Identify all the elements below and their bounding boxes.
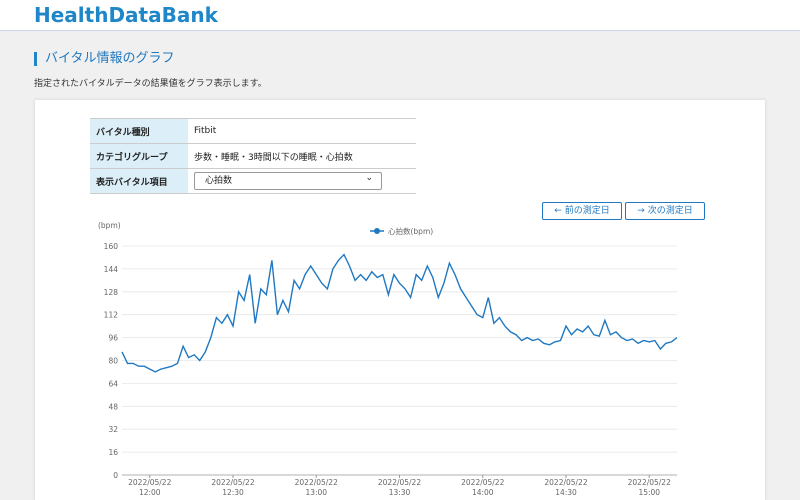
header: HealthDataBank bbox=[0, 0, 800, 31]
y-tick-label: 64 bbox=[108, 379, 118, 388]
y-tick-label: 160 bbox=[104, 242, 119, 251]
info-table: バイタル種別 Fitbit カテゴリグループ 歩数・睡眠・3時間以下の睡眠・心拍数 … bbox=[90, 118, 416, 194]
cell: 表示バイタル項目 bbox=[90, 168, 188, 194]
y-tick-label: 0 bbox=[113, 471, 118, 480]
y-tick-label: 128 bbox=[104, 288, 119, 297]
y-tick-label: 16 bbox=[108, 448, 118, 457]
y-tick-label: 112 bbox=[104, 311, 119, 320]
x-tick-label: 2022/05/22 14:30 bbox=[544, 478, 587, 497]
legend-marker bbox=[374, 228, 380, 234]
card: バイタル種別 Fitbit カテゴリグループ 歩数・睡眠・3時間以下の睡眠・心拍数 … bbox=[35, 100, 765, 500]
cell: バイタル種別 bbox=[90, 118, 188, 144]
x-tick-label: 2022/05/22 15:00 bbox=[628, 478, 671, 497]
y-tick-label: 96 bbox=[108, 334, 118, 343]
x-tick-label: 2022/05/22 12:30 bbox=[211, 478, 254, 497]
x-tick-label: 2022/05/22 13:30 bbox=[378, 478, 421, 497]
prev-button[interactable]: ← 前の測定日 bbox=[542, 202, 622, 220]
page-title: バイタル情報のグラフ bbox=[34, 52, 174, 66]
select[interactable]: 心拍数 bbox=[194, 170, 382, 190]
y-axis-label: (bpm) bbox=[98, 221, 121, 230]
x-tick-label: 2022/05/22 12:00 bbox=[128, 478, 171, 497]
legend-label: 心拍数(bpm) bbox=[388, 226, 433, 236]
line-series bbox=[121, 253, 678, 373]
logo[interactable]: HealthDataBank bbox=[34, 3, 218, 27]
x-tick-label: 2022/05/22 13:00 bbox=[295, 478, 338, 497]
page-description: 指定されたバイタルデータの結果値をグラフ表示します。 bbox=[34, 79, 267, 89]
y-tick-label: 80 bbox=[108, 357, 118, 366]
cell: 心拍数 bbox=[188, 168, 416, 194]
x-tick-label: 2022/05/22 14:00 bbox=[461, 478, 504, 497]
next-button[interactable]: → 次の測定日 bbox=[625, 202, 705, 220]
cell: Fitbit bbox=[188, 118, 416, 144]
y-tick-label: 32 bbox=[108, 425, 118, 434]
y-tick-label: 144 bbox=[104, 265, 119, 274]
y-tick-label: 48 bbox=[108, 402, 118, 411]
